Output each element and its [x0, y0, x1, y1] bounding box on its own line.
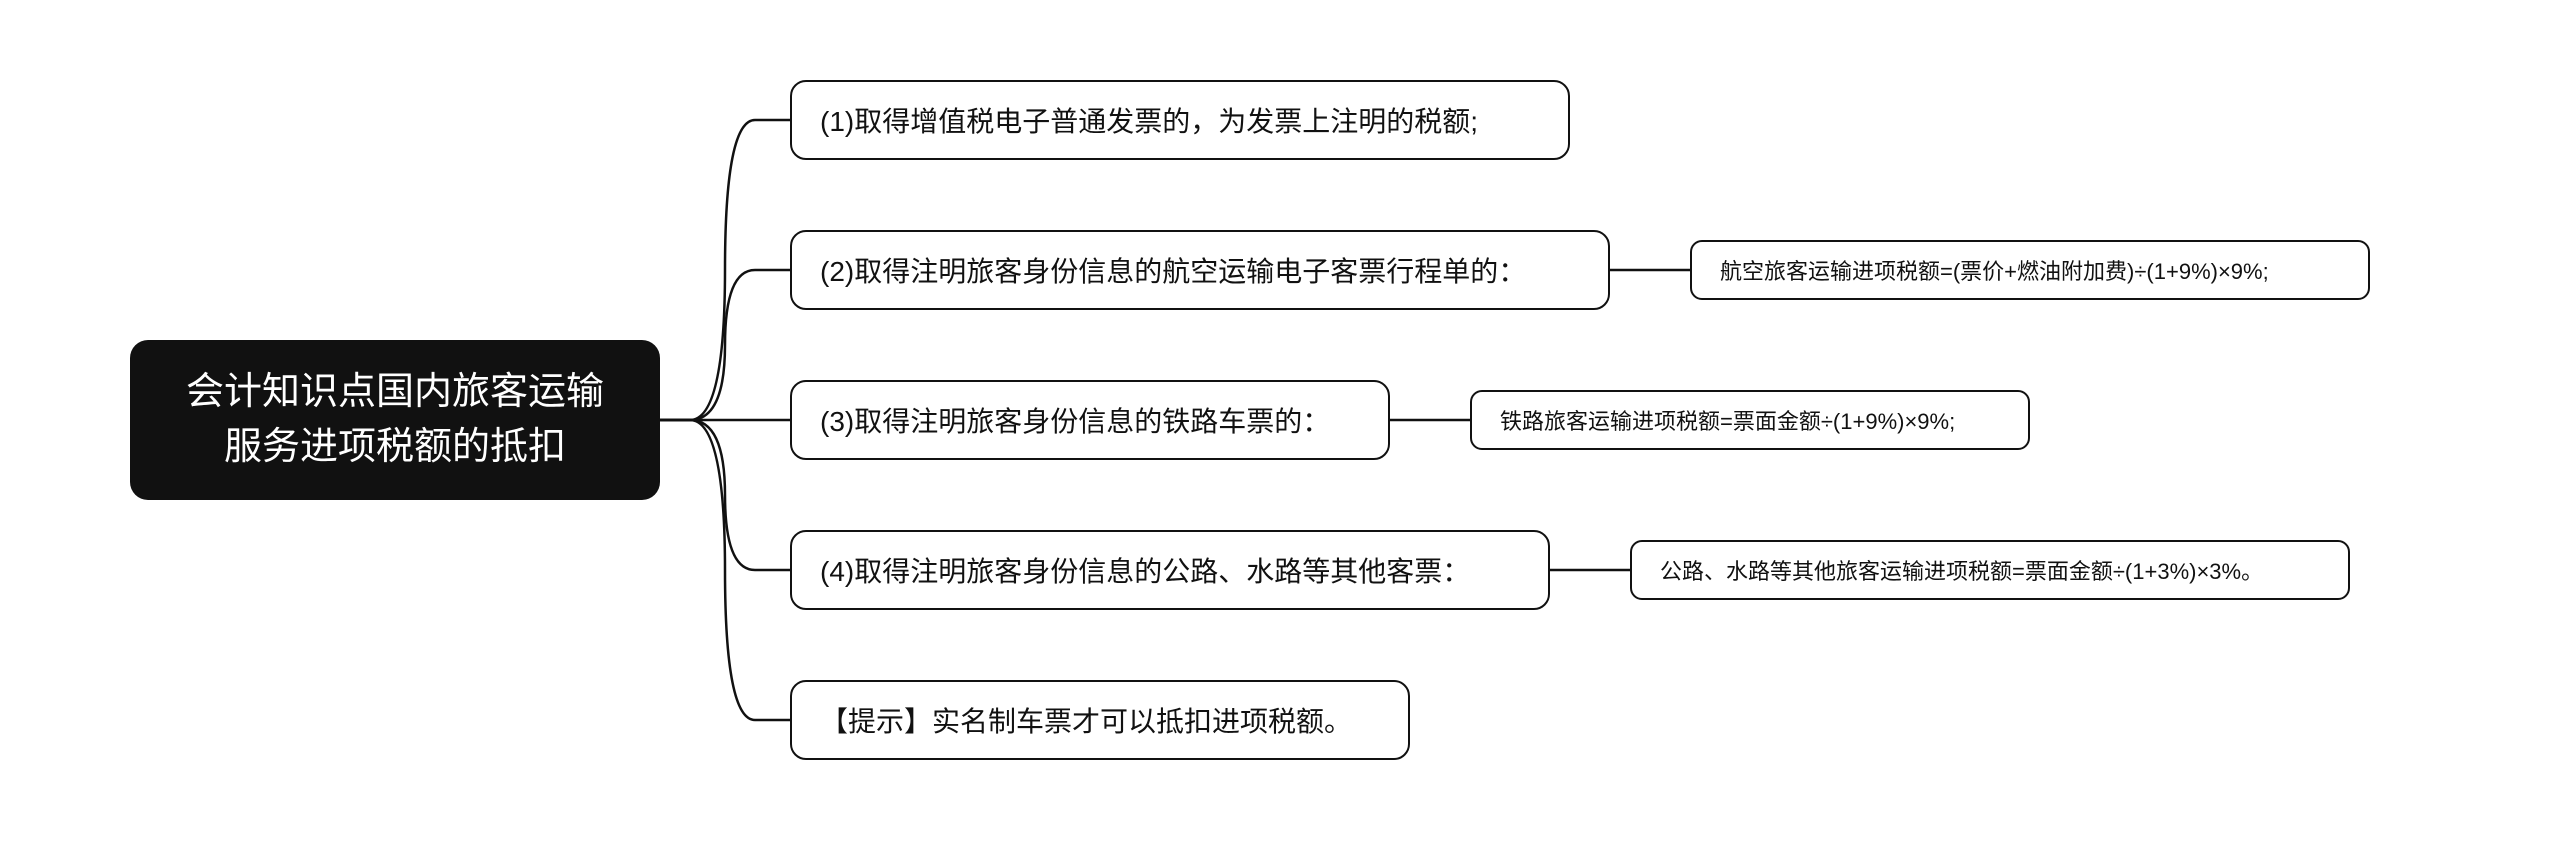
leaf-node-4: 公路、水路等其他旅客运输进项税额=票面金额÷(1+3%)×3%。 — [1630, 540, 2350, 600]
child-label: (2)取得注明旅客身份信息的航空运输电子客票行程单的： — [820, 250, 1526, 290]
child-node-3: (3)取得注明旅客身份信息的铁路车票的： — [790, 380, 1390, 460]
root-line: 服务进项税额的抵扣 — [224, 420, 566, 475]
child-node-2: (2)取得注明旅客身份信息的航空运输电子客票行程单的： — [790, 230, 1610, 310]
leaf-label: 铁路旅客运输进项税额=票面金额÷(1+9%)×9%; — [1500, 404, 1955, 436]
child-node-1: (1)取得增值税电子普通发票的，为发票上注明的税额; — [790, 80, 1570, 160]
root-line: 会计知识点国内旅客运输 — [186, 365, 604, 420]
leaf-label: 公路、水路等其他旅客运输进项税额=票面金额÷(1+3%)×3%。 — [1660, 554, 2263, 586]
child-node-5: 【提示】实名制车票才可以抵扣进项税额。 — [790, 680, 1410, 760]
mindmap-canvas: 会计知识点国内旅客运输服务进项税额的抵扣 (1)取得增值税电子普通发票的，为发票上… — [0, 0, 2560, 863]
child-label: (3)取得注明旅客身份信息的铁路车票的： — [820, 400, 1330, 440]
root-node: 会计知识点国内旅客运输服务进项税额的抵扣 — [130, 340, 660, 500]
leaf-label: 航空旅客运输进项税额=(票价+燃油附加费)÷(1+9%)×9%; — [1720, 254, 2269, 286]
child-label: 【提示】实名制车票才可以抵扣进项税额。 — [820, 700, 1352, 740]
leaf-node-3: 铁路旅客运输进项税额=票面金额÷(1+9%)×9%; — [1470, 390, 2030, 450]
child-label: (4)取得注明旅客身份信息的公路、水路等其他客票： — [820, 550, 1470, 590]
child-label: (1)取得增值税电子普通发票的，为发票上注明的税额; — [820, 100, 1478, 140]
leaf-node-2: 航空旅客运输进项税额=(票价+燃油附加费)÷(1+9%)×9%; — [1690, 240, 2370, 300]
child-node-4: (4)取得注明旅客身份信息的公路、水路等其他客票： — [790, 530, 1550, 610]
